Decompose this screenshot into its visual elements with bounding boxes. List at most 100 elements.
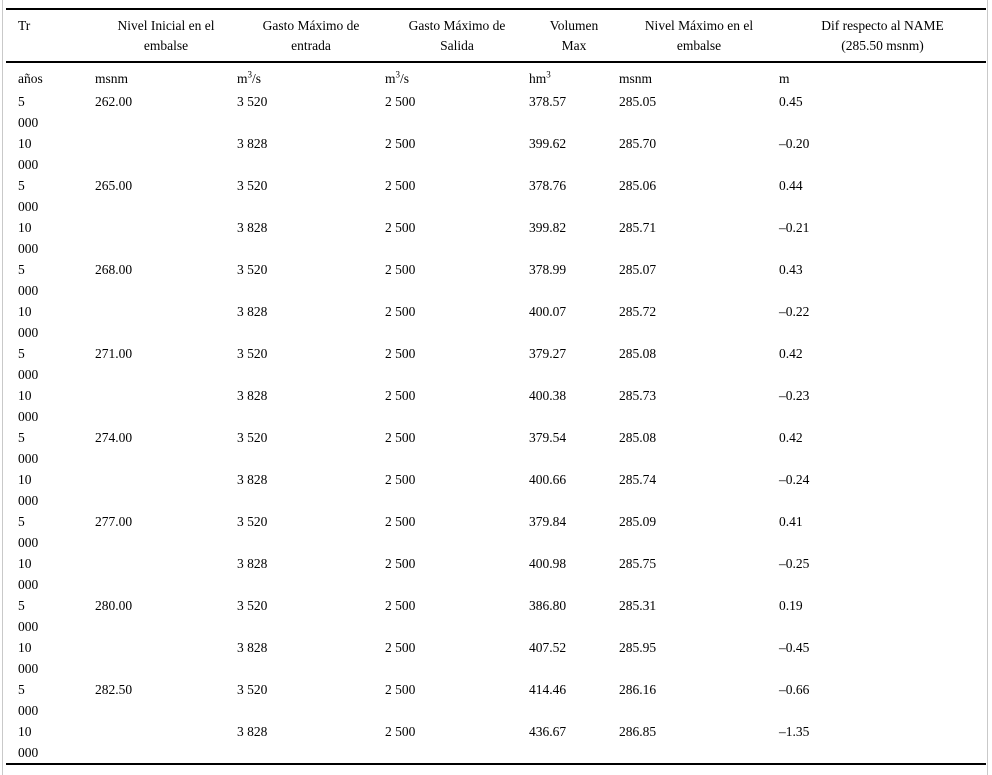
gasto-salida-value: 2 500 — [385, 304, 416, 319]
gasto-entrada-value: 3 828 — [237, 640, 268, 655]
tr-years-value: 10 000 — [18, 136, 39, 172]
cell-volumen-max: 407.52 — [529, 637, 619, 679]
gasto-entrada-value: 3 520 — [237, 262, 268, 277]
cell-tr: 5 000 — [6, 259, 95, 301]
col-header-volumen-max: Volumen Max — [529, 9, 619, 63]
tr-years-value: 10 000 — [18, 724, 39, 760]
cell-volumen-max: 378.76 — [529, 175, 619, 217]
col-header-gasto-entrada: Gasto Máximo de entrada — [237, 9, 385, 63]
nivel-maximo-value: 285.74 — [619, 472, 657, 487]
tr-years-value: 5 000 — [18, 94, 39, 130]
dif-name-value: 0.19 — [779, 598, 803, 613]
unit-volumen-max: hm3 — [529, 69, 551, 86]
gasto-salida-value: 2 500 — [385, 556, 416, 571]
reservoir-results-table: Tr Nivel Inicial en el embalse Gasto Máx… — [6, 8, 986, 765]
tr-years-value: 5 000 — [18, 430, 39, 466]
cell-nivel-maximo: 285.31 — [619, 595, 779, 637]
gasto-entrada-value: 3 520 — [237, 682, 268, 697]
gasto-salida-value: 2 500 — [385, 724, 416, 739]
cell-volumen-max: 399.62 — [529, 133, 619, 175]
table-row: 5 000 271.00 3 520 2 500 379.27 285.08 0.… — [6, 343, 986, 385]
cell-nivel-inicial: 280.00 — [95, 595, 237, 637]
cell-tr: 10 000 — [6, 637, 95, 679]
header-line: Tr — [18, 18, 31, 33]
dif-name-value: 0.43 — [779, 262, 803, 277]
gasto-entrada-value: 3 828 — [237, 304, 268, 319]
cell-nivel-maximo: 285.08 — [619, 427, 779, 469]
cell-gasto-salida: 2 500 — [385, 637, 529, 679]
nivel-maximo-value: 285.95 — [619, 640, 657, 655]
nivel-maximo-value: 285.71 — [619, 220, 657, 235]
header-line: Gasto Máximo de — [262, 18, 360, 33]
cell-gasto-salida: 2 500 — [385, 427, 529, 469]
cell-dif-name: 0.43 — [779, 259, 986, 301]
cell-volumen-max: 399.82 — [529, 217, 619, 259]
cell-volumen-max: 379.84 — [529, 511, 619, 553]
col-header-nivel-inicial: Nivel Inicial en el embalse — [95, 9, 237, 63]
table-row: 10 000 3 828 2 500 436.67 286.85 –1.35 — [6, 721, 986, 764]
cell-tr: 5 000 — [6, 511, 95, 553]
volumen-max-value: 379.54 — [529, 430, 567, 445]
table-row: 10 000 3 828 2 500 400.07 285.72 –0.22 — [6, 301, 986, 343]
cell-volumen-max: 400.07 — [529, 301, 619, 343]
header-line: Nivel Máximo en el — [644, 18, 754, 33]
cell-volumen-max: 378.99 — [529, 259, 619, 301]
cell-dif-name: 0.44 — [779, 175, 986, 217]
nivel-maximo-value: 285.08 — [619, 430, 657, 445]
cell-volumen-max: 400.38 — [529, 385, 619, 427]
volumen-max-value: 400.66 — [529, 472, 567, 487]
tr-years-value: 10 000 — [18, 388, 39, 424]
cell-dif-name: –0.66 — [779, 679, 986, 721]
nivel-inicial-value: 282.50 — [95, 682, 133, 697]
gasto-entrada-value: 3 520 — [237, 94, 268, 109]
volumen-max-value: 414.46 — [529, 682, 567, 697]
cell-nivel-maximo: 285.95 — [619, 637, 779, 679]
cell-gasto-entrada: 3 520 — [237, 175, 385, 217]
cell-nivel-inicial — [95, 217, 237, 259]
gasto-salida-value: 2 500 — [385, 94, 416, 109]
gasto-salida-value: 2 500 — [385, 430, 416, 445]
cell-gasto-entrada: 3 520 — [237, 595, 385, 637]
unit-dif-name: m — [779, 71, 790, 86]
volumen-max-value: 378.57 — [529, 94, 567, 109]
header-line: Salida — [440, 38, 474, 53]
cell-tr: 10 000 — [6, 469, 95, 511]
nivel-maximo-value: 285.72 — [619, 304, 657, 319]
gasto-entrada-value: 3 828 — [237, 724, 268, 739]
nivel-inicial-value: 277.00 — [95, 514, 133, 529]
cell-nivel-inicial: 268.00 — [95, 259, 237, 301]
col-header-nivel-maximo: Nivel Máximo en el embalse — [619, 9, 779, 63]
gasto-entrada-value: 3 828 — [237, 472, 268, 487]
cell-tr: 5 000 — [6, 679, 95, 721]
tr-years-value: 5 000 — [18, 178, 39, 214]
nivel-maximo-value: 285.07 — [619, 262, 657, 277]
volumen-max-value: 400.98 — [529, 556, 567, 571]
cell-gasto-salida: 2 500 — [385, 469, 529, 511]
cell-gasto-entrada: 3 828 — [237, 637, 385, 679]
table-units-row: años msnm m3/s m3/s hm3 msnm m — [6, 62, 986, 91]
header-line: Max — [561, 38, 587, 53]
table-header-row: Tr Nivel Inicial en el embalse Gasto Máx… — [6, 9, 986, 63]
table-row: 5 000 268.00 3 520 2 500 378.99 285.07 0.… — [6, 259, 986, 301]
cell-volumen-max: 386.80 — [529, 595, 619, 637]
cell-tr: 10 000 — [6, 133, 95, 175]
table-row: 10 000 3 828 2 500 400.98 285.75 –0.25 — [6, 553, 986, 595]
gasto-salida-value: 2 500 — [385, 682, 416, 697]
tr-years-value: 10 000 — [18, 640, 39, 676]
cell-dif-name: –0.24 — [779, 469, 986, 511]
gasto-salida-value: 2 500 — [385, 472, 416, 487]
cell-nivel-maximo: 285.08 — [619, 343, 779, 385]
nivel-maximo-value: 285.75 — [619, 556, 657, 571]
header-line: embalse — [143, 38, 189, 53]
cell-dif-name: –0.20 — [779, 133, 986, 175]
dif-name-value: –0.20 — [779, 136, 810, 151]
dif-name-value: –0.22 — [779, 304, 810, 319]
gasto-entrada-value: 3 520 — [237, 598, 268, 613]
dif-name-value: –0.21 — [779, 220, 810, 235]
dif-name-value: 0.42 — [779, 346, 803, 361]
header-line — [18, 36, 95, 56]
tr-years-value: 5 000 — [18, 346, 39, 382]
unit-nivel-maximo: msnm — [619, 71, 653, 86]
cell-nivel-maximo: 285.74 — [619, 469, 779, 511]
